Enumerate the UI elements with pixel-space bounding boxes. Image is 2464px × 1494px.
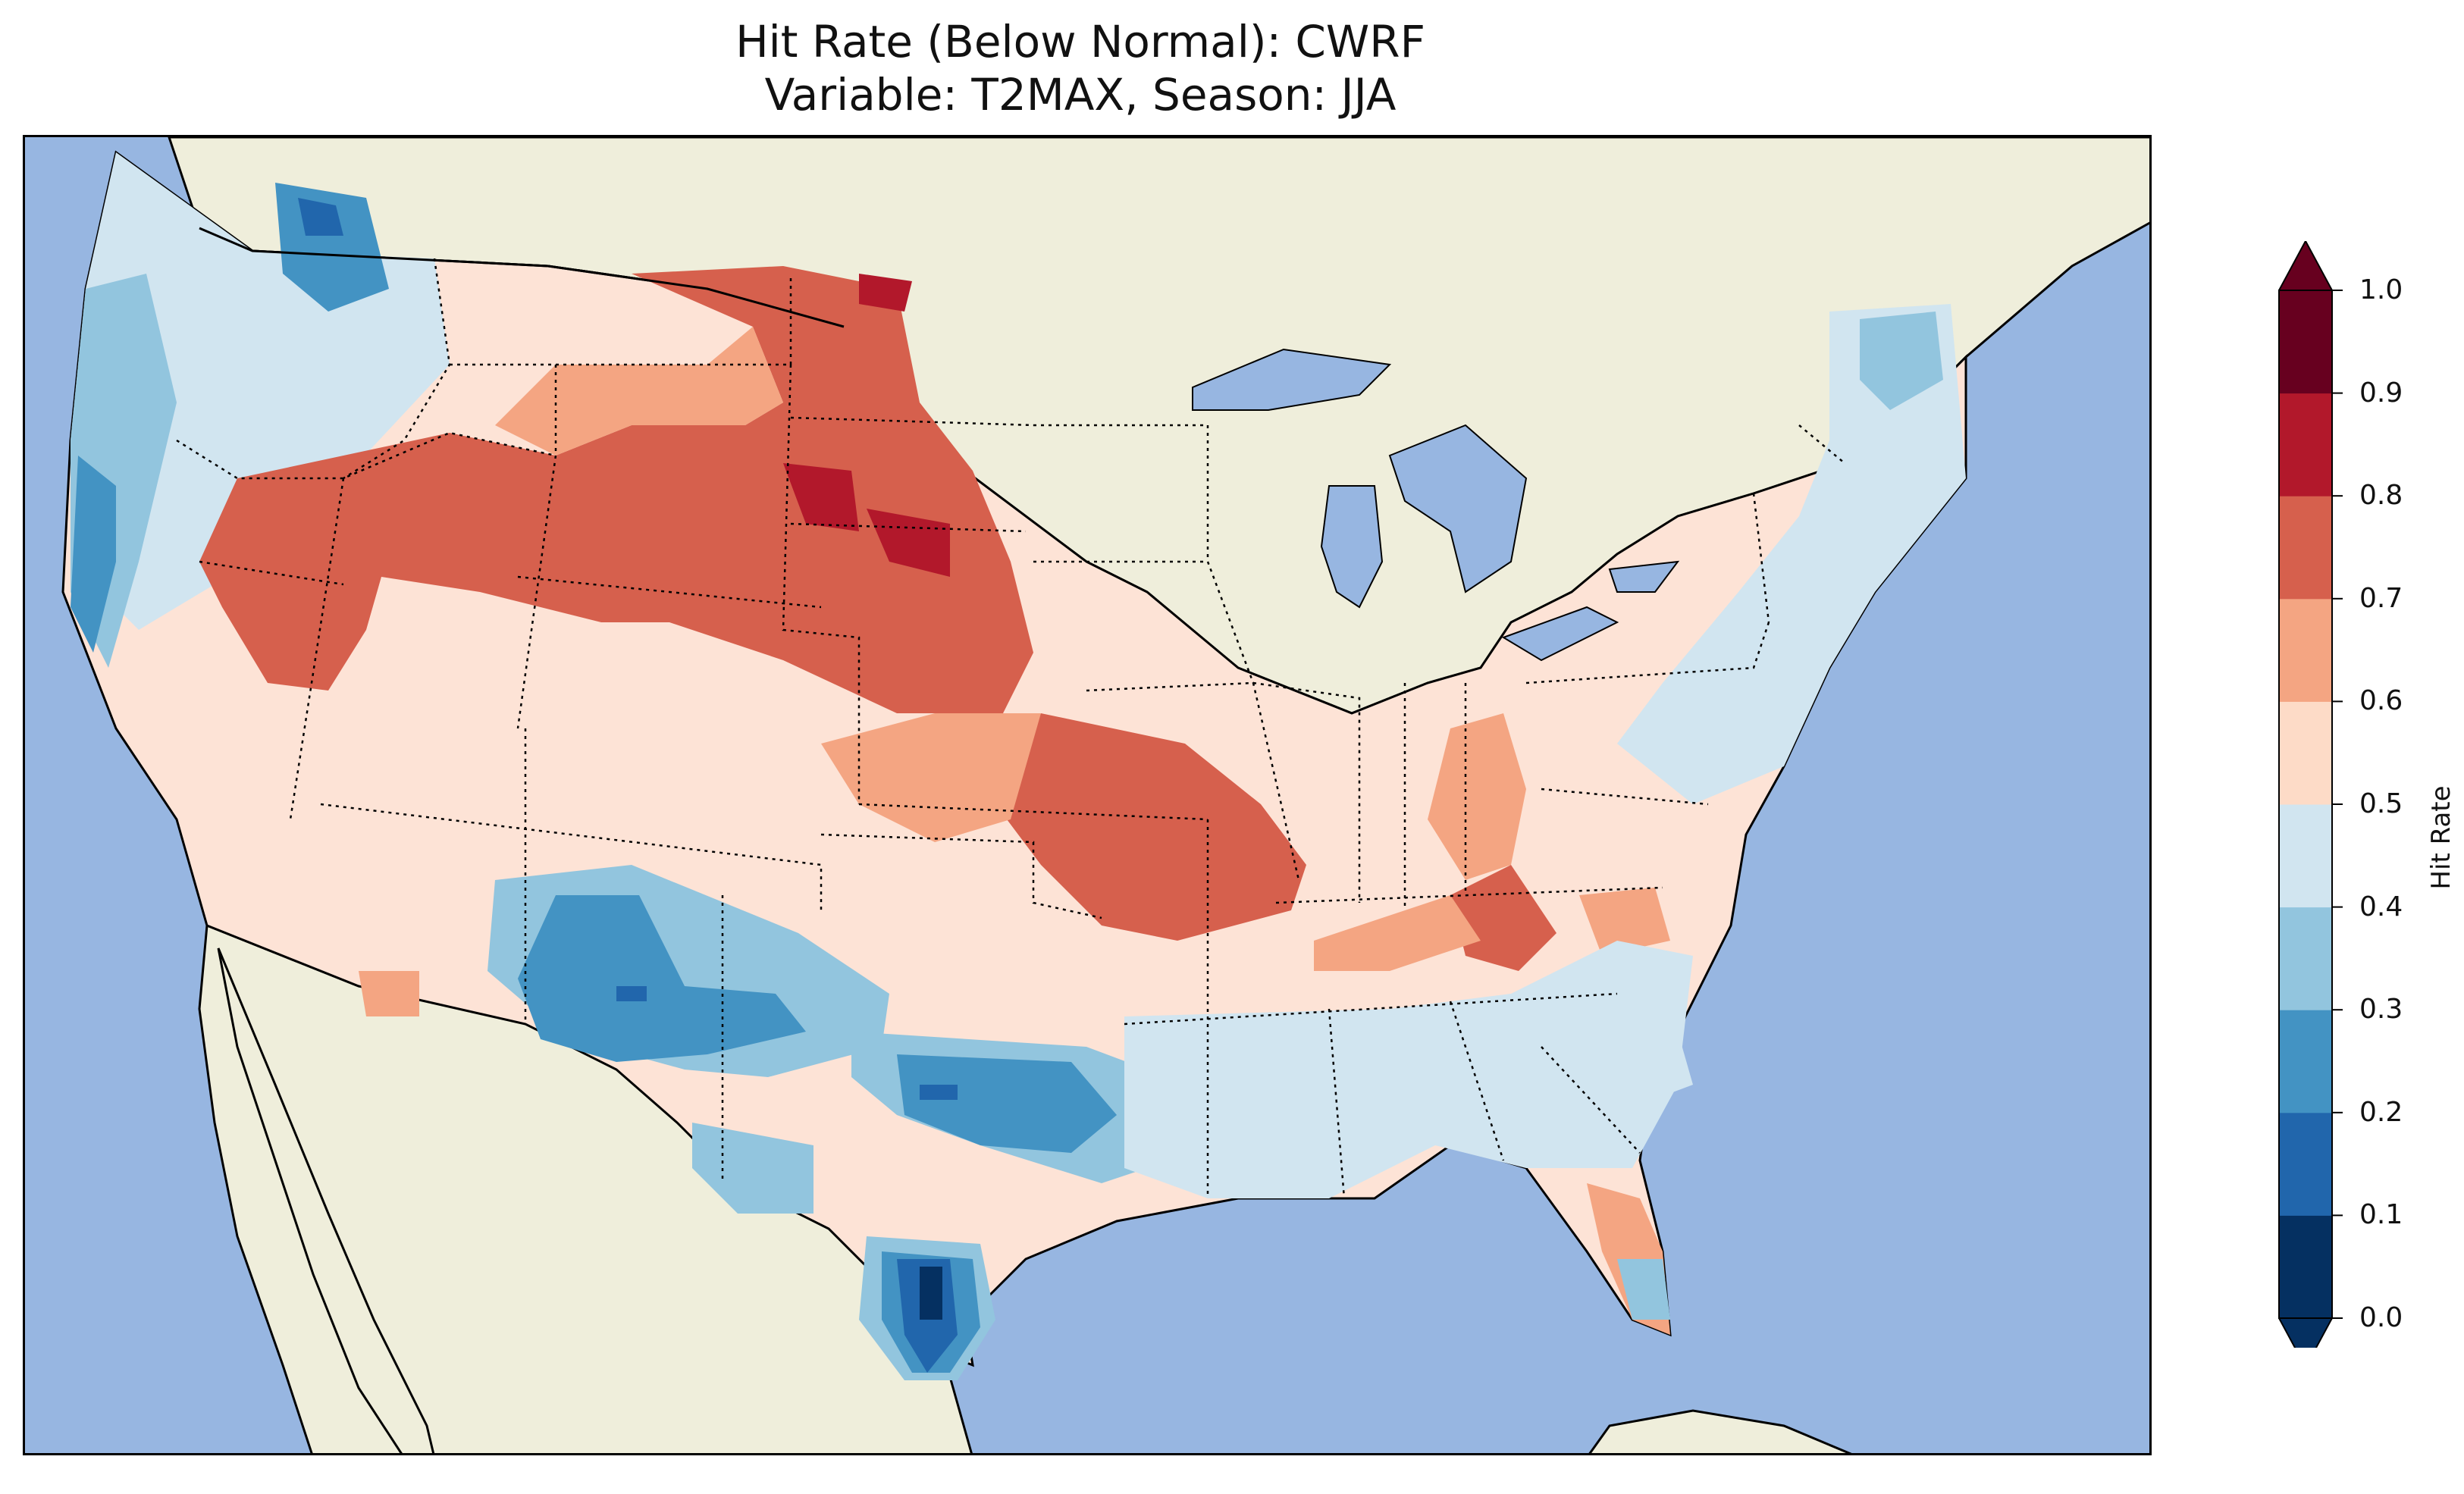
us-canada-border	[199, 227, 845, 328]
colorbar-tick-label: 0.7	[2359, 582, 2403, 614]
colorbar-bin	[2279, 598, 2332, 702]
heatmap-patches	[71, 152, 1966, 1380]
map-svg	[25, 137, 2149, 1453]
colorbar-bin	[2279, 907, 2332, 1010]
colorbar-tick-label: 0.1	[2359, 1199, 2403, 1231]
colorbar-label: Hit Rate	[2426, 785, 2456, 890]
colorbar-bin	[2279, 1112, 2332, 1216]
map-panel	[23, 135, 2152, 1455]
colorbar-tick-label: 0.2	[2359, 1096, 2403, 1128]
baja-land	[217, 947, 435, 1453]
colorbar-bin	[2279, 496, 2332, 600]
great-lakes	[1192, 348, 1680, 662]
colorbar-bin	[2279, 1215, 2332, 1319]
colorbar-bin	[2279, 1010, 2332, 1113]
colorbar-tick-label: 0.6	[2359, 685, 2403, 717]
colorbar-tick-label: 0.9	[2359, 377, 2403, 409]
colorbar-bin	[2279, 804, 2332, 908]
colorbar-tick-label: 0.0	[2359, 1302, 2403, 1333]
colorbar-extend-over	[2278, 241, 2334, 291]
colorbar	[2278, 241, 2343, 1348]
colorbar-tick-label: 1.0	[2359, 274, 2403, 305]
colorbar-extend-under	[2278, 1317, 2334, 1348]
cuba-land	[1588, 1409, 1852, 1453]
colorbar-bin	[2279, 701, 2332, 805]
chart-title-line-2: Variable: T2MAX, Season: JJA	[764, 69, 1397, 121]
state-borders	[176, 258, 1845, 1199]
colorbar-bin	[2279, 393, 2332, 496]
colorbar-tick-label: 0.3	[2359, 994, 2403, 1026]
colorbar-tick-label: 0.5	[2359, 788, 2403, 819]
chart-title-line-1: Hit Rate (Below Normal): CWRF	[735, 16, 1425, 67]
colorbar-tick-label: 0.8	[2359, 480, 2403, 512]
colorbar-tick-label: 0.4	[2359, 891, 2403, 922]
colorbar-bin	[2279, 290, 2332, 394]
